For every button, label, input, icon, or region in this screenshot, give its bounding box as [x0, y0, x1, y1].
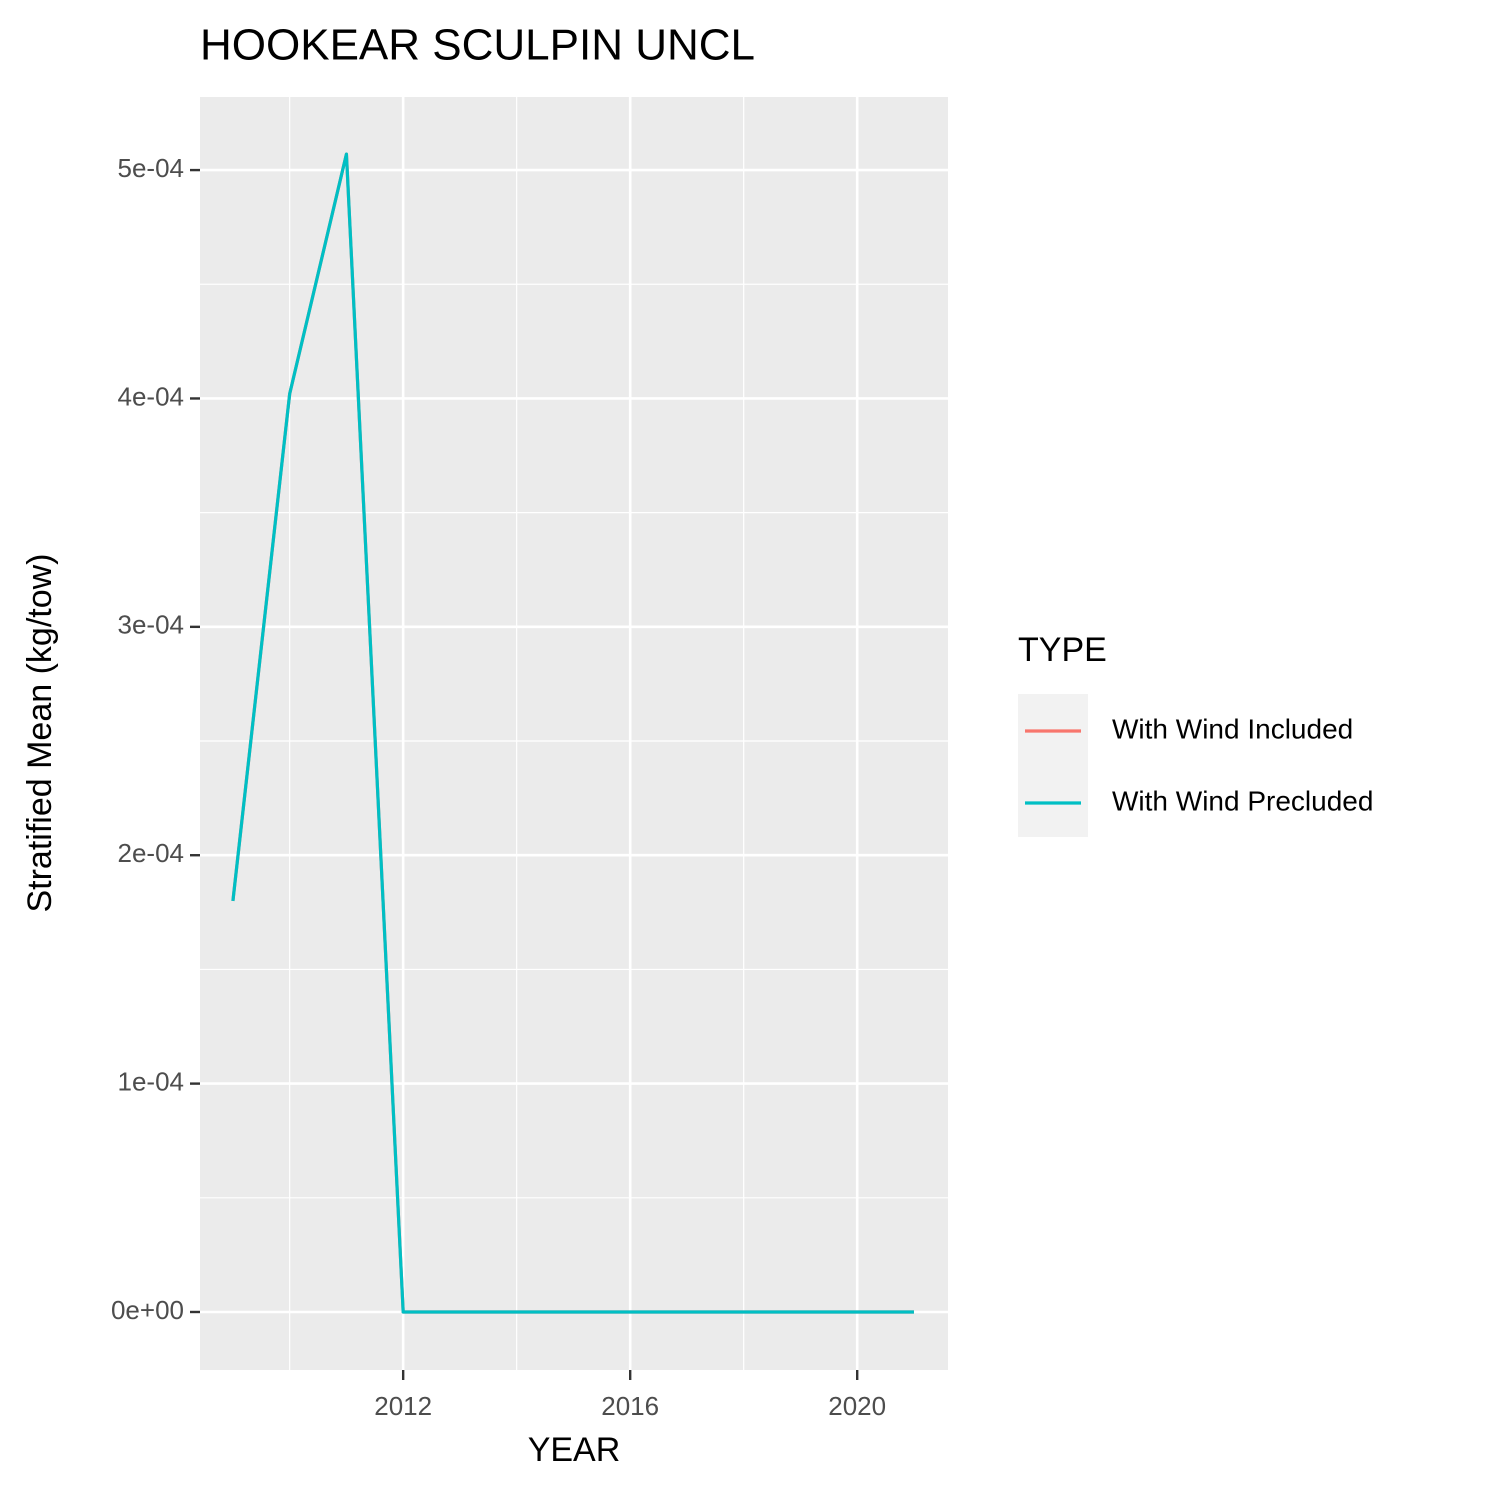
y-tick-label: 2e-04	[118, 838, 185, 868]
y-axis-title: Stratified Mean (kg/tow)	[21, 553, 59, 912]
legend-title: TYPE	[1018, 631, 1107, 669]
y-tick-label: 3e-04	[118, 610, 185, 640]
legend-label: With Wind Precluded	[1112, 785, 1373, 816]
y-tick-label: 1e-04	[118, 1066, 185, 1096]
x-tick-label: 2020	[828, 1391, 886, 1421]
chart-title: HOOKEAR SCULPIN UNCL	[200, 21, 755, 70]
x-tick-label: 2012	[374, 1391, 432, 1421]
plot-panel	[200, 97, 948, 1370]
series-line	[231, 152, 914, 1314]
legend-key-bg	[1018, 694, 1088, 837]
x-tick-label: 2016	[601, 1391, 659, 1421]
y-tick-label: 0e+00	[111, 1295, 184, 1325]
x-axis-title: YEAR	[528, 1431, 621, 1469]
y-tick-label: 4e-04	[118, 381, 185, 411]
y-tick-label: 5e-04	[118, 153, 185, 183]
legend-label: With Wind Included	[1112, 713, 1353, 744]
